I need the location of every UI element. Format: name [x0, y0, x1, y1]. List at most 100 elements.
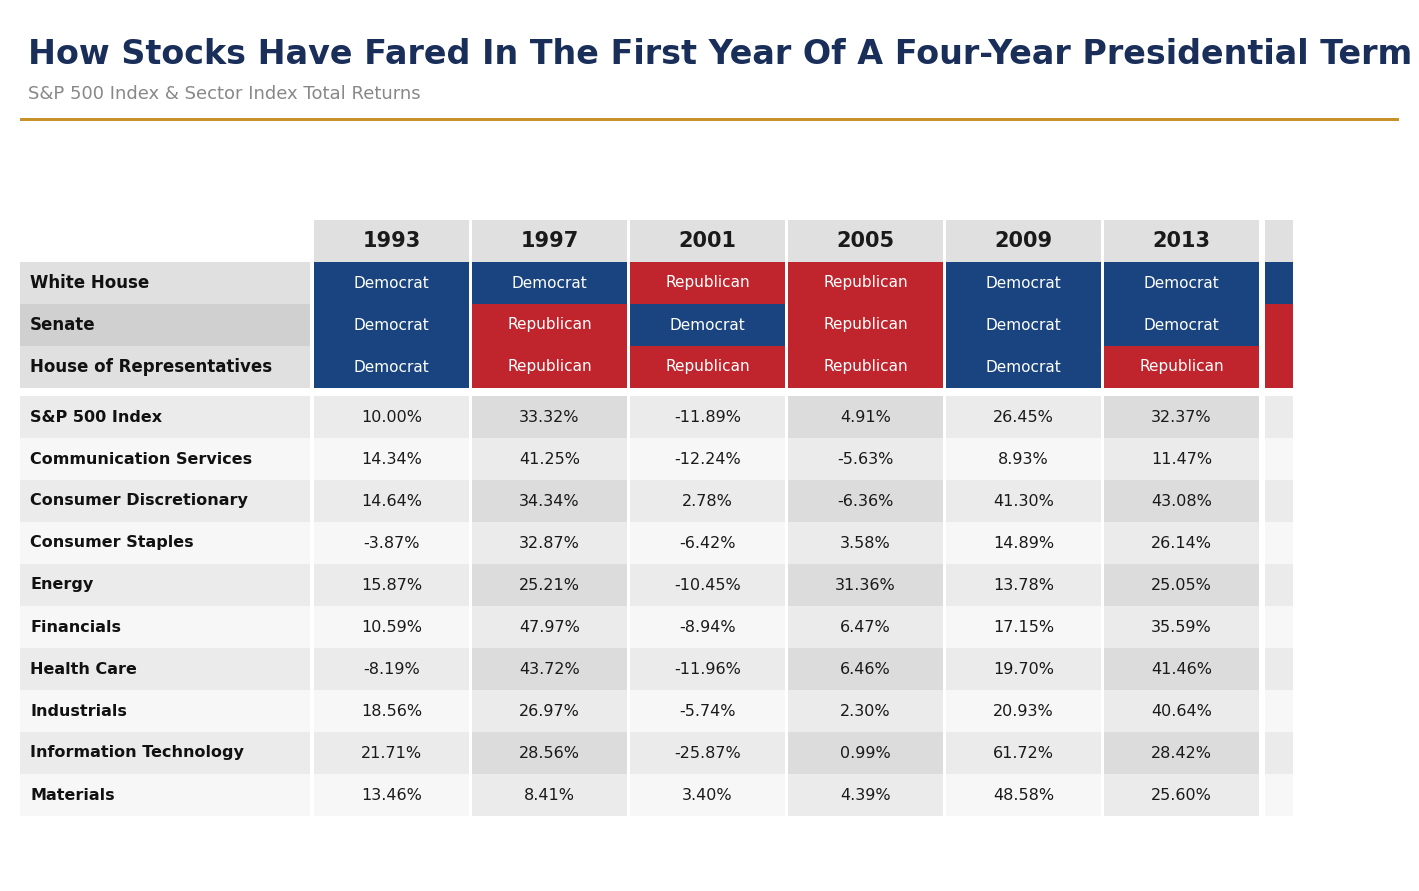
Text: 35.59%: 35.59% [1151, 619, 1212, 634]
Text: 61.72%: 61.72% [993, 746, 1054, 761]
Bar [314, 480, 470, 522]
Bar [20, 606, 309, 648]
Text: Industrials: Industrials [30, 704, 126, 718]
Text: 15.87%: 15.87% [360, 577, 421, 593]
Text: 26.45%: 26.45% [993, 410, 1054, 424]
Bar [1104, 480, 1259, 522]
Text: Information Technology: Information Technology [30, 746, 244, 761]
Text: -25.87%: -25.87% [674, 746, 741, 761]
Text: 18.56%: 18.56% [360, 704, 421, 718]
Bar [20, 732, 309, 774]
Bar [788, 690, 944, 732]
Bar [946, 480, 1101, 522]
Text: Democrat: Democrat [986, 317, 1061, 332]
Bar [314, 690, 470, 732]
Bar [473, 774, 627, 816]
Text: Communication Services: Communication Services [30, 452, 253, 467]
Text: -5.63%: -5.63% [837, 452, 894, 467]
Text: Democrat: Democrat [353, 275, 430, 290]
Text: Health Care: Health Care [30, 661, 136, 676]
Text: Republican: Republican [823, 275, 908, 290]
Bar [20, 564, 309, 606]
Text: Democrat: Democrat [986, 359, 1061, 374]
Bar [20, 774, 309, 816]
Bar [20, 304, 309, 346]
Bar [946, 262, 1101, 304]
Text: 2.30%: 2.30% [840, 704, 891, 718]
Text: 48.58%: 48.58% [993, 788, 1054, 803]
Text: Republican: Republican [823, 359, 908, 374]
Text: 2013: 2013 [1152, 231, 1210, 251]
Text: Consumer Discretionary: Consumer Discretionary [30, 494, 248, 509]
Bar [630, 732, 785, 774]
Text: 3.58%: 3.58% [840, 535, 891, 551]
Bar [630, 438, 785, 480]
Bar [20, 118, 1399, 121]
Bar [473, 220, 627, 262]
Text: 21.71%: 21.71% [360, 746, 421, 761]
Bar [1264, 220, 1293, 262]
Text: -11.96%: -11.96% [674, 661, 741, 676]
Bar [1264, 522, 1293, 564]
Bar [946, 648, 1101, 690]
Bar [630, 262, 785, 304]
Bar [20, 480, 309, 522]
Text: -6.42%: -6.42% [680, 535, 735, 551]
Bar [630, 690, 785, 732]
Bar [20, 522, 309, 564]
Text: Consumer Staples: Consumer Staples [30, 535, 193, 551]
Text: 32.37%: 32.37% [1151, 410, 1212, 424]
Text: 4.39%: 4.39% [840, 788, 891, 803]
Text: -8.94%: -8.94% [680, 619, 736, 634]
Bar [1104, 648, 1259, 690]
Text: Republican: Republican [507, 359, 592, 374]
Text: White House: White House [30, 274, 149, 292]
Bar [946, 690, 1101, 732]
Bar [630, 774, 785, 816]
Text: 13.46%: 13.46% [360, 788, 421, 803]
Bar [20, 396, 309, 438]
Bar [946, 346, 1101, 388]
Bar [473, 648, 627, 690]
Text: 8.93%: 8.93% [998, 452, 1049, 467]
Bar [788, 220, 944, 262]
Text: 14.89%: 14.89% [993, 535, 1054, 551]
Bar [946, 220, 1101, 262]
Bar [788, 732, 944, 774]
Bar [1264, 648, 1293, 690]
Text: Senate: Senate [30, 316, 95, 334]
Bar [630, 564, 785, 606]
Bar [1264, 690, 1293, 732]
Bar [1264, 438, 1293, 480]
Bar [473, 396, 627, 438]
Text: Democrat: Democrat [353, 317, 430, 332]
Bar [1104, 304, 1259, 346]
Bar [1104, 262, 1259, 304]
Bar [314, 648, 470, 690]
Bar [788, 438, 944, 480]
Text: S&P 500 Index & Sector Index Total Returns: S&P 500 Index & Sector Index Total Retur… [28, 85, 420, 103]
Text: 41.46%: 41.46% [1151, 661, 1212, 676]
Text: 14.64%: 14.64% [360, 494, 421, 509]
Text: 41.30%: 41.30% [993, 494, 1054, 509]
Bar [1104, 606, 1259, 648]
Text: -11.89%: -11.89% [674, 410, 741, 424]
Bar [1264, 396, 1293, 438]
Bar [1104, 396, 1259, 438]
Text: 17.15%: 17.15% [993, 619, 1054, 634]
Bar [630, 648, 785, 690]
Bar [630, 480, 785, 522]
Bar [473, 564, 627, 606]
Text: 34.34%: 34.34% [519, 494, 580, 509]
Text: 31.36%: 31.36% [836, 577, 895, 593]
Bar [946, 606, 1101, 648]
Text: 33.32%: 33.32% [519, 410, 580, 424]
Text: House of Representatives: House of Representatives [30, 358, 272, 376]
Text: How Stocks Have Fared In The First Year Of A Four-Year Presidential Term: How Stocks Have Fared In The First Year … [28, 38, 1412, 71]
Text: 47.97%: 47.97% [519, 619, 580, 634]
Bar [788, 522, 944, 564]
Text: 28.56%: 28.56% [519, 746, 580, 761]
Text: Financials: Financials [30, 619, 121, 634]
Bar [788, 564, 944, 606]
Bar [314, 396, 470, 438]
